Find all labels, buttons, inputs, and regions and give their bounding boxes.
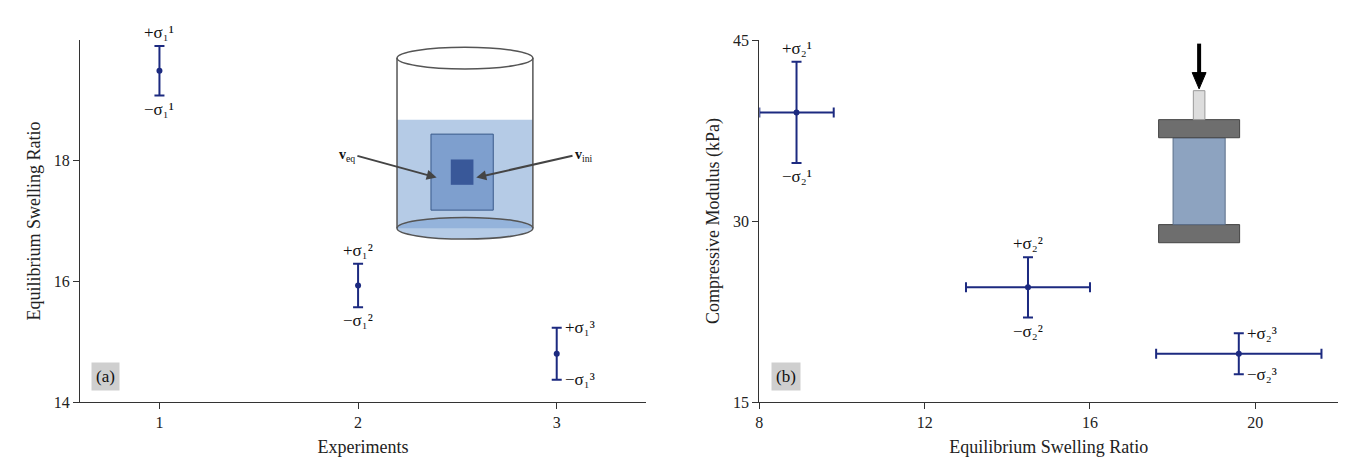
svg-text:v​ini​: v​ini​	[575, 147, 593, 164]
svg-text:45: 45	[733, 32, 749, 49]
svg-text:16: 16	[1082, 414, 1098, 431]
svg-text:20: 20	[1247, 414, 1263, 431]
svg-text:Compressive Modulus (kPa): Compressive Modulus (kPa)	[703, 118, 724, 324]
svg-text:−σ₂¹: −σ₂¹	[782, 167, 812, 186]
svg-text:16: 16	[54, 273, 70, 290]
svg-text:+σ₁¹: +σ₁¹	[144, 23, 174, 42]
svg-text:1: 1	[155, 414, 163, 431]
svg-text:+σ₁³: +σ₁³	[565, 318, 595, 337]
svg-text:Equilibrium Swelling Ratio: Equilibrium Swelling Ratio	[949, 437, 1148, 457]
svg-text:18: 18	[54, 152, 70, 169]
svg-text:v​eq​: v​eq​	[339, 147, 355, 164]
svg-text:15: 15	[733, 394, 749, 411]
svg-text:Experiments: Experiments	[318, 437, 409, 457]
svg-text:Equilibrium Swelling Ratio: Equilibrium Swelling Ratio	[24, 122, 44, 321]
svg-text:−σ₁³: −σ₁³	[565, 370, 595, 389]
svg-text:3: 3	[553, 414, 561, 431]
svg-text:+σ₁²: +σ₁²	[343, 241, 373, 260]
svg-text:−σ₁¹: −σ₁¹	[144, 100, 174, 119]
svg-text:(a): (a)	[96, 367, 115, 386]
svg-text:12: 12	[917, 414, 933, 431]
svg-text:−σ₂²: −σ₂²	[1013, 322, 1043, 341]
svg-text:+σ₂²: +σ₂²	[1013, 234, 1043, 253]
svg-text:+σ₂³: +σ₂³	[1247, 324, 1277, 343]
svg-text:8: 8	[755, 414, 763, 431]
svg-text:+σ₂¹: +σ₂¹	[782, 39, 812, 58]
svg-text:−σ₂³: −σ₂³	[1247, 365, 1277, 384]
svg-text:14: 14	[54, 394, 70, 411]
svg-text:−σ₁²: −σ₁²	[343, 311, 373, 330]
svg-text:30: 30	[733, 213, 749, 230]
svg-text:2: 2	[354, 414, 362, 431]
svg-text:(b): (b)	[776, 367, 796, 386]
